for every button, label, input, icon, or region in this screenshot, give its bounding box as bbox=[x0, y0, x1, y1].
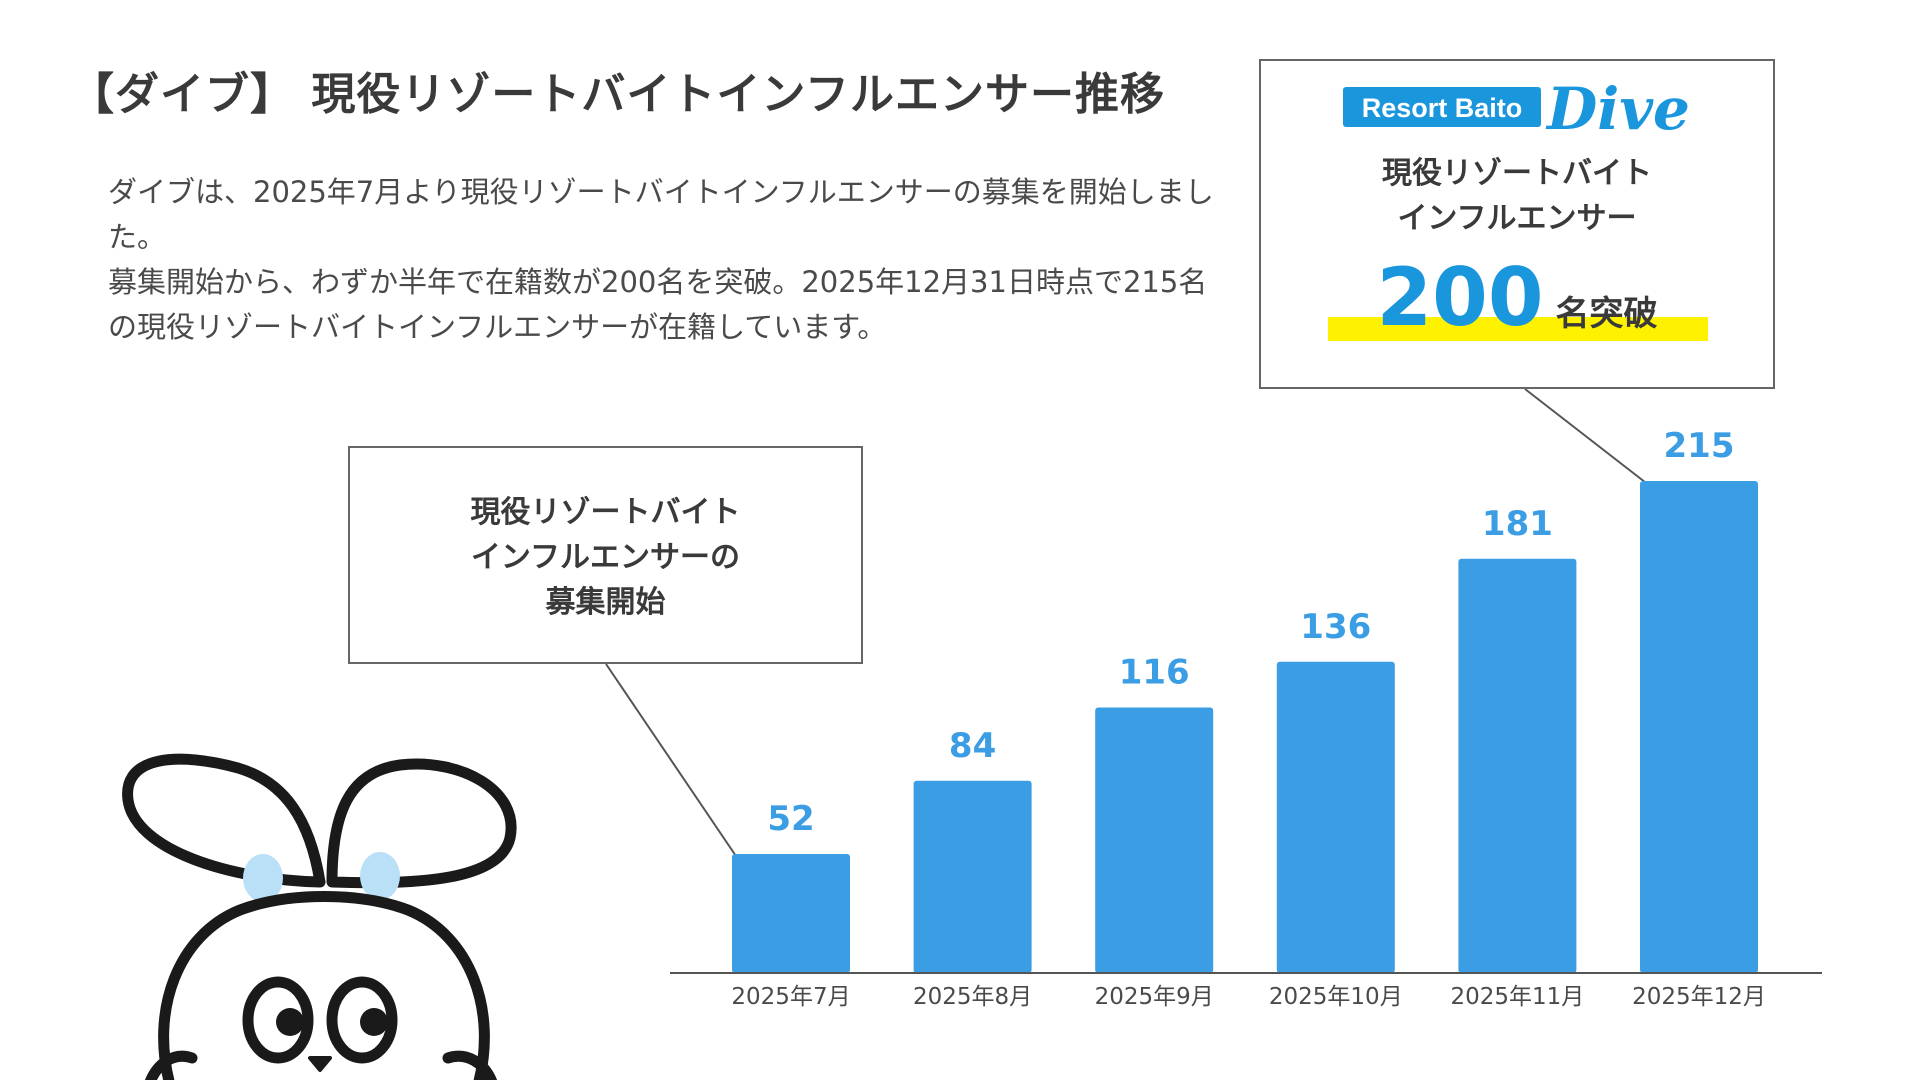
x-tick-label-6: 2025年12月 bbox=[1632, 984, 1766, 1010]
data-label-3: 116 bbox=[1119, 653, 1190, 693]
callout-recruit-line-1: 現役リゾートバイト bbox=[470, 495, 741, 530]
data-label-6: 215 bbox=[1664, 426, 1735, 466]
bar-5 bbox=[1458, 558, 1577, 973]
big-number: 200 bbox=[1376, 251, 1544, 344]
bar-4 bbox=[1276, 661, 1395, 973]
connector-recruit bbox=[605, 663, 741, 863]
mascot-blush-left bbox=[243, 854, 283, 902]
x-tick-label-2: 2025年8月 bbox=[913, 984, 1032, 1010]
bar-1 bbox=[732, 854, 850, 973]
mascot-blush-right bbox=[360, 852, 400, 900]
x-tick-label-3: 2025年9月 bbox=[1095, 984, 1214, 1010]
logo-text-resortbaito: Resort Baito bbox=[1362, 93, 1523, 123]
callout-dive-200: Resort Baito Dive 現役リゾートバイト インフルエンサー 200… bbox=[1259, 59, 1775, 389]
mascot-cheek-left bbox=[144, 1050, 198, 1080]
data-label-2: 84 bbox=[949, 726, 996, 766]
callout-recruit-start: 現役リゾートバイト インフルエンサーの 募集開始 bbox=[348, 446, 863, 664]
callout-recruit-line-2: インフルエンサーの bbox=[470, 540, 741, 575]
callout-recruit-text: 現役リゾートバイト インフルエンサーの 募集開始 bbox=[350, 490, 861, 625]
mascot-nose bbox=[308, 1056, 332, 1072]
mascot-pupil-right bbox=[360, 1008, 388, 1036]
description-line-1: ダイブは、2025年7月より現役リゾートバイトインフルエンサーの募集を開始しまし… bbox=[108, 175, 1214, 254]
data-label-5: 181 bbox=[1482, 504, 1553, 544]
mascot-ear-right bbox=[326, 758, 517, 889]
description-line-2: 募集開始から、わずか半年で在籍数が200名を突破。2025年12月31日時点で2… bbox=[108, 265, 1208, 344]
callout-dive-text: 現役リゾートバイト インフルエンサー bbox=[1261, 151, 1773, 241]
data-label-1: 52 bbox=[767, 799, 814, 839]
mascot-cheek-right bbox=[442, 1050, 498, 1080]
bar-6 bbox=[1640, 481, 1758, 973]
callout-recruit-line-3: 募集開始 bbox=[545, 585, 666, 620]
highlight-bar bbox=[1328, 317, 1708, 341]
big-stat: 200 名突破 bbox=[1261, 251, 1773, 344]
mascot-head bbox=[158, 891, 490, 1080]
mascot-ear-left bbox=[122, 753, 326, 888]
callout-dive-line-1: 現役リゾートバイト bbox=[1382, 156, 1652, 191]
data-label-4: 136 bbox=[1300, 607, 1371, 647]
logo-badge bbox=[1343, 87, 1541, 127]
bar-3 bbox=[1095, 707, 1214, 973]
rabbit-mascot-icon bbox=[122, 753, 517, 1080]
description: ダイブは、2025年7月より現役リゾートバイトインフルエンサーの募集を開始しまし… bbox=[108, 170, 1218, 350]
x-tick-label-5: 2025年11月 bbox=[1450, 984, 1584, 1010]
connector-dive bbox=[1524, 388, 1651, 487]
x-tick-label-1: 2025年7月 bbox=[731, 984, 850, 1010]
callout-dive-line-2: インフルエンサー bbox=[1397, 201, 1637, 236]
callout-connectors bbox=[605, 388, 1651, 863]
bar-2 bbox=[913, 780, 1032, 973]
resortbaito-dive-logo: Resort Baito Dive bbox=[1343, 75, 1690, 143]
mascot-pupil-left bbox=[276, 1008, 304, 1036]
page-title: 【ダイブ】 現役リゾートバイトインフルエンサー推移 bbox=[70, 69, 1165, 120]
x-tick-label-4: 2025年10月 bbox=[1269, 984, 1403, 1010]
big-unit: 名突破 bbox=[1555, 294, 1658, 334]
logo-text-dive: Dive bbox=[1545, 75, 1690, 143]
